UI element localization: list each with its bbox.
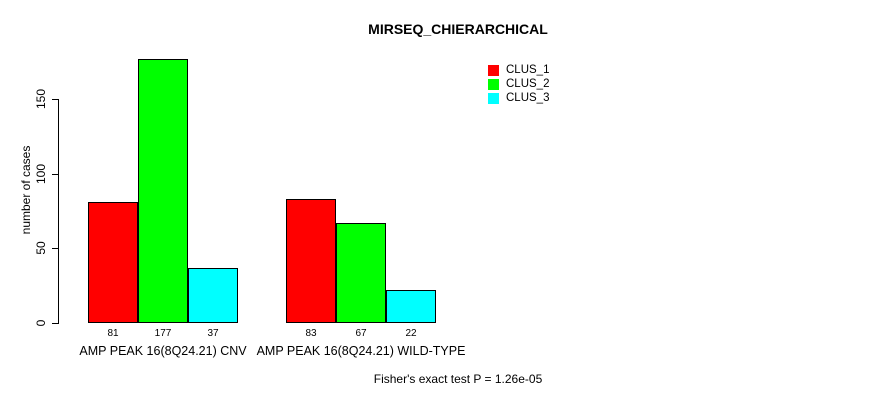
- bar-value-label: 67: [355, 328, 367, 339]
- legend-swatch-clus_1: [488, 64, 499, 76]
- y-axis-tick: [52, 173, 58, 175]
- legend-item-clus_3: CLUS_3: [488, 91, 549, 105]
- legend: CLUS_1 CLUS_2 CLUS_3: [488, 63, 549, 105]
- bar-value-label: 83: [305, 328, 317, 339]
- y-axis-tick: [52, 99, 58, 100]
- legend-item-clus_2: CLUS_2: [488, 77, 549, 91]
- y-axis-tick-label: 0: [34, 319, 48, 327]
- y-axis-label: number of cases: [19, 145, 33, 235]
- bar-value-label: 177: [154, 328, 172, 339]
- bar-value-label: 81: [107, 328, 119, 339]
- x-category-label: AMP PEAK 16(8Q24.21) CNV: [79, 344, 247, 358]
- legend-label: CLUS_2: [506, 78, 550, 90]
- bar-clus_3-group2: [386, 290, 436, 323]
- legend-label: CLUS_3: [506, 92, 550, 104]
- bar-clus_2-group2: [336, 223, 386, 323]
- legend-label: CLUS_1: [506, 64, 550, 76]
- y-axis-tick: [52, 248, 58, 250]
- bar-clus_2-group1: [138, 59, 188, 323]
- y-axis-tick-label: 100: [34, 163, 48, 184]
- y-axis-tick-label: 50: [34, 241, 48, 256]
- bar-value-label: 37: [207, 328, 219, 339]
- annotation-text: Fisher's exact test P = 1.26e-05: [373, 372, 543, 386]
- y-axis-line: [58, 99, 59, 324]
- x-category-label: AMP PEAK 16(8Q24.21) WILD-TYPE: [256, 344, 466, 358]
- y-axis-tick-label: 150: [34, 88, 48, 110]
- legend-swatch-clus_2: [488, 78, 499, 90]
- y-axis-tick: [52, 323, 58, 324]
- chart-title: MIRSEQ_CHIERARCHICAL: [368, 21, 548, 37]
- bar-clus_1-group1: [88, 202, 138, 323]
- bar-value-label: 22: [405, 328, 417, 339]
- legend-item-clus_1: CLUS_1: [488, 63, 549, 77]
- legend-swatch-clus_3: [488, 92, 499, 104]
- bar-clus_3-group1: [188, 268, 238, 323]
- bar-clus_1-group2: [286, 199, 336, 323]
